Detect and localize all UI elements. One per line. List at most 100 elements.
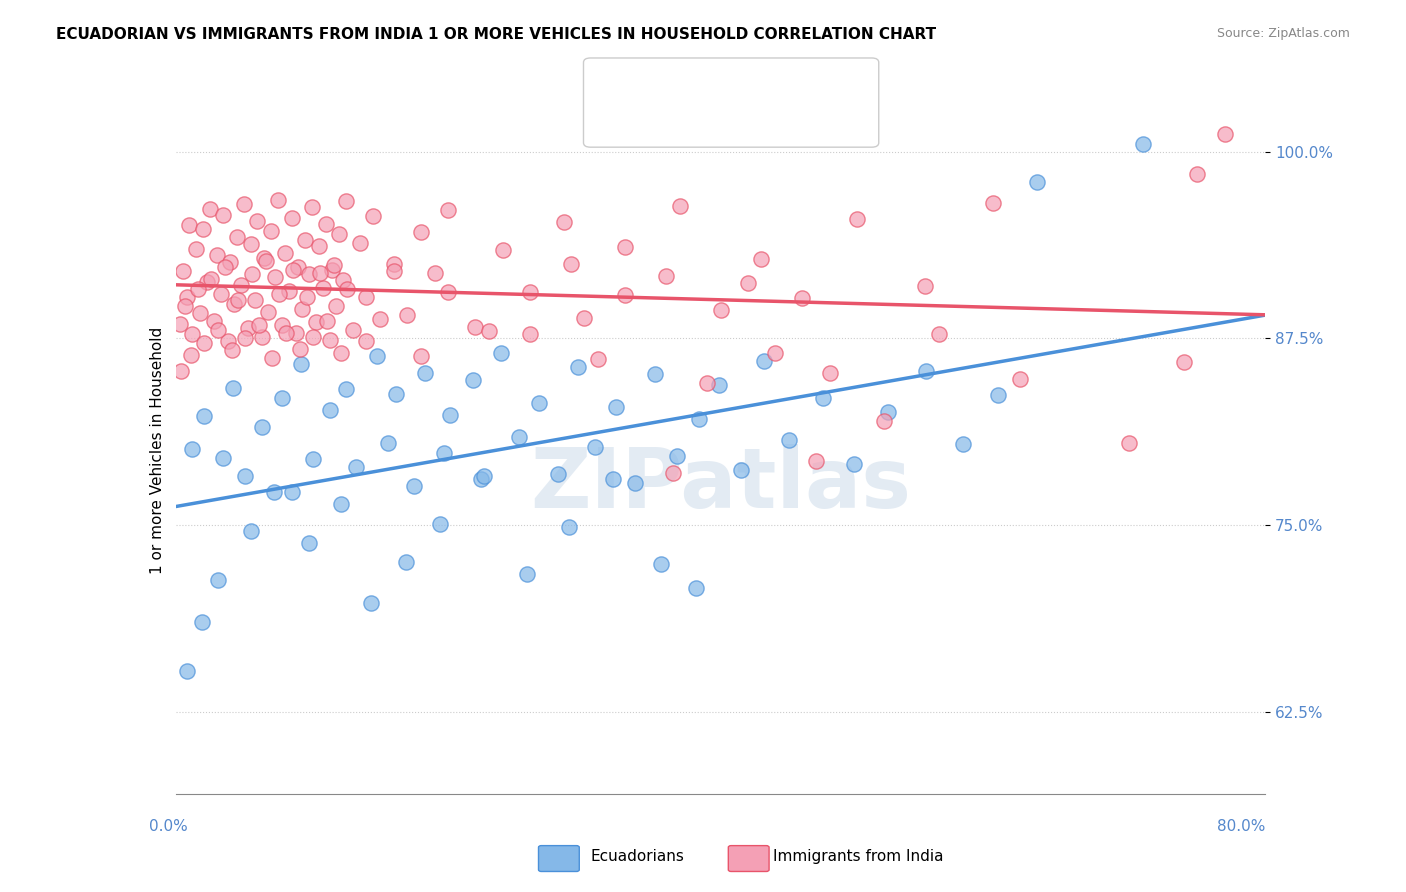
Point (395, 556, 418, 570)
Point (176, 290, 198, 304)
Point (170, 364, 193, 378)
Point (602, 472, 624, 486)
Point (190, 615, 212, 630)
Point (236, 321, 259, 335)
Point (274, 326, 297, 340)
Point (508, 430, 530, 444)
Point (413, 366, 436, 380)
Point (193, 409, 215, 424)
Point (433, 446, 456, 460)
Point (586, 352, 609, 367)
Point (491, 346, 513, 360)
Point (811, 391, 834, 405)
Point (243, 293, 266, 307)
Point (232, 197, 254, 211)
Point (271, 391, 294, 405)
Point (309, 266, 332, 280)
Point (290, 357, 312, 371)
Point (209, 286, 232, 301)
Point (246, 213, 269, 227)
Point (260, 224, 283, 238)
Point (188, 306, 211, 320)
Point (271, 318, 294, 332)
Point (287, 260, 309, 274)
Point (668, 198, 690, 212)
Point (224, 297, 246, 311)
Point (288, 342, 311, 356)
Point (267, 193, 290, 207)
Point (240, 267, 263, 281)
Point (269, 286, 291, 301)
Point (1118, 436, 1140, 450)
Point (179, 218, 201, 232)
Point (280, 211, 302, 225)
Point (952, 437, 974, 451)
Point (915, 364, 938, 378)
Point (605, 400, 627, 414)
Point (202, 313, 225, 327)
Point (1187, 167, 1209, 181)
Point (361, 209, 384, 223)
Point (315, 217, 337, 231)
Point (212, 208, 235, 222)
Point (200, 272, 222, 286)
Point (302, 330, 325, 344)
Point (193, 335, 215, 350)
Text: 0.0%: 0.0% (149, 819, 187, 834)
Point (987, 388, 1010, 402)
Point (214, 260, 236, 274)
Point (623, 476, 645, 491)
Point (558, 519, 581, 533)
Point (222, 381, 245, 395)
Point (335, 382, 357, 396)
Point (254, 253, 277, 268)
Point (377, 436, 399, 450)
Point (696, 376, 718, 391)
Point (409, 350, 432, 364)
Point (385, 386, 408, 401)
Point (284, 326, 307, 340)
Point (666, 450, 689, 464)
Point (1025, 175, 1047, 189)
Point (792, 291, 814, 305)
Point (253, 251, 276, 265)
Point (176, 665, 198, 679)
Point (710, 303, 733, 318)
Point (342, 322, 364, 336)
Point (470, 472, 492, 486)
Point (804, 454, 827, 468)
Point (754, 354, 776, 368)
Point (239, 524, 262, 538)
Y-axis label: 1 or more Vehicles in Household: 1 or more Vehicles in Household (149, 326, 165, 574)
Point (198, 202, 221, 216)
Point (928, 326, 950, 341)
Point (842, 457, 865, 471)
Point (233, 468, 256, 483)
Point (181, 442, 204, 456)
Point (356, 290, 378, 304)
Point (574, 310, 596, 325)
Point (877, 404, 900, 418)
Point (328, 227, 350, 241)
Point (191, 222, 214, 236)
Point (231, 277, 253, 292)
Point (567, 359, 589, 374)
Point (335, 194, 357, 208)
Point (650, 557, 672, 571)
Point (217, 334, 239, 349)
Point (751, 252, 773, 267)
Point (322, 258, 344, 272)
Point (312, 281, 335, 295)
Point (344, 459, 367, 474)
Point (873, 414, 896, 428)
Point (207, 574, 229, 588)
Point (644, 368, 666, 382)
Point (845, 212, 868, 227)
Point (263, 485, 285, 500)
Point (316, 313, 339, 327)
Point (981, 195, 1004, 210)
Point (368, 312, 391, 326)
Point (1213, 127, 1236, 141)
Point (655, 268, 678, 283)
Point (195, 275, 218, 289)
